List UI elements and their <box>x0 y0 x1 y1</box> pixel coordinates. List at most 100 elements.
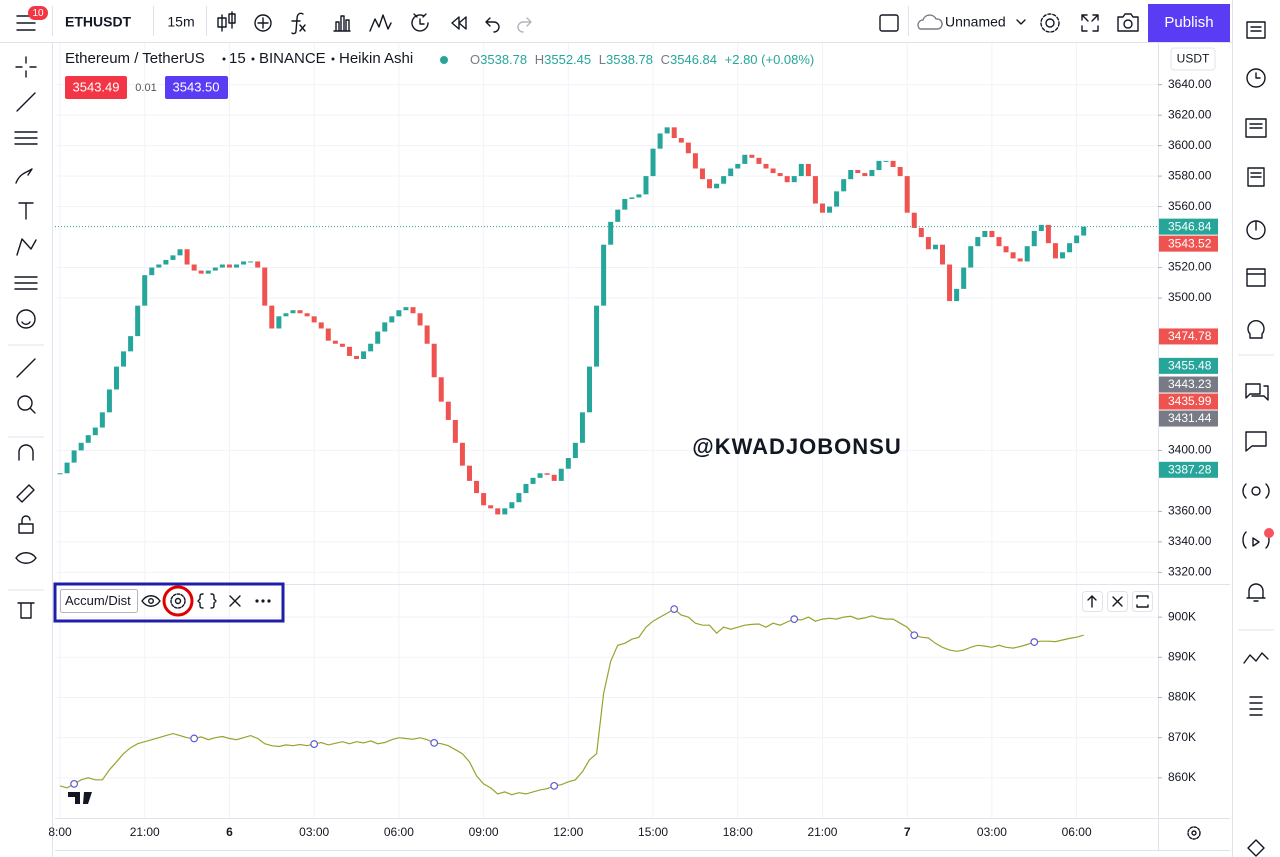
sidebar-icon[interactable] <box>1247 839 1265 857</box>
candle <box>269 305 275 329</box>
line-marker <box>1030 638 1039 646</box>
more-dot[interactable] <box>255 599 259 603</box>
settings-icon[interactable] <box>170 593 186 609</box>
candle <box>459 442 465 466</box>
axis-settings[interactable] <box>1187 826 1201 840</box>
bid-box[interactable] <box>65 76 127 99</box>
tool-icon[interactable] <box>16 238 37 256</box>
interval[interactable]: 15m <box>167 14 194 30</box>
candle <box>1010 252 1016 259</box>
candle <box>784 176 790 183</box>
tool-icon[interactable] <box>16 92 36 112</box>
tool-icon[interactable] <box>16 309 36 329</box>
tool-icon[interactable] <box>15 552 37 564</box>
change: +2.80 (+0.08%) <box>725 52 815 67</box>
candle <box>452 419 458 443</box>
candle <box>883 160 889 162</box>
candle <box>862 173 868 177</box>
logo <box>68 792 92 804</box>
replay-icon[interactable] <box>451 16 467 30</box>
tool-icon[interactable] <box>18 202 34 220</box>
tool-icon[interactable] <box>14 276 38 290</box>
currency-box[interactable] <box>1170 47 1216 71</box>
icon-shape <box>1123 19 1133 29</box>
sidebar-icon[interactable] <box>1246 220 1266 240</box>
candle <box>1003 246 1009 253</box>
price-label: 3474.78 <box>1168 329 1212 343</box>
ask-box[interactable] <box>165 76 228 99</box>
menu-button[interactable]: 10 <box>16 6 48 31</box>
sidebar-icon[interactable] <box>1249 696 1263 716</box>
fullscreen-icon[interactable] <box>1081 14 1099 32</box>
candle <box>932 244 938 250</box>
tool-icon[interactable] <box>15 168 33 184</box>
candle <box>516 493 522 503</box>
ohlc: O3538.78 H3552.45 L3538.78 C3546.84 +2.8… <box>470 52 814 67</box>
tool-icon[interactable] <box>18 444 34 461</box>
alert-icon[interactable] <box>369 14 392 32</box>
sidebar-icon[interactable] <box>1246 68 1266 88</box>
tool-icon[interactable] <box>14 131 38 145</box>
line-marker <box>670 605 679 614</box>
tool-icon[interactable] <box>16 358 36 378</box>
axes: 8:00 21:00 6 03:00 06:00 09:00 12:00 15:00 18:00… <box>48 77 1218 839</box>
symbol[interactable]: ETHUSDT <box>65 14 132 30</box>
select-icon[interactable] <box>879 14 899 32</box>
visibility-icon[interactable] <box>141 595 161 607</box>
sidebar-icon[interactable] <box>1246 268 1266 287</box>
sidebar-icon[interactable] <box>1245 118 1267 138</box>
candle <box>890 160 896 167</box>
sidebar-icon[interactable] <box>1247 320 1265 339</box>
settings-icon[interactable] <box>1040 13 1060 33</box>
badge-count: 10 <box>32 8 44 19</box>
candle <box>396 310 402 317</box>
undo-icon[interactable] <box>485 17 500 33</box>
redo-icon[interactable] <box>517 17 532 33</box>
sidebar-icon[interactable] <box>1245 383 1269 401</box>
tool-icon[interactable] <box>18 515 34 534</box>
tool-icon[interactable] <box>15 56 37 78</box>
candle <box>1031 230 1037 247</box>
remove-icon[interactable] <box>229 595 241 607</box>
sidebar-icon[interactable] <box>1247 167 1265 187</box>
candle <box>445 401 451 420</box>
toolbar-icons <box>217 11 1139 35</box>
indicator-title-box[interactable] <box>60 589 138 613</box>
line-marker <box>190 734 199 743</box>
alert-clock-icon[interactable] <box>411 13 429 32</box>
icon-shape <box>1045 18 1055 28</box>
layout-name[interactable]: Unnamed <box>945 14 1006 30</box>
sidebar-icon[interactable] <box>1243 652 1269 664</box>
x-tick-label: 7 <box>904 825 911 839</box>
publish-button[interactable] <box>1148 4 1230 42</box>
sidebar-icon[interactable] <box>1242 483 1270 499</box>
source-code-icon[interactable] <box>197 593 217 609</box>
candle <box>1074 235 1080 244</box>
sidebar-icon[interactable] <box>1245 431 1267 452</box>
sidebar-icon[interactable] <box>1246 21 1266 39</box>
indicator-add-icon[interactable] <box>254 14 272 32</box>
more-dot[interactable] <box>261 599 265 603</box>
tool-icon[interactable] <box>17 395 36 414</box>
more-dot[interactable] <box>267 599 271 603</box>
maximize-pane[interactable] <box>1132 591 1153 612</box>
candle <box>685 142 691 154</box>
candle <box>1045 224 1051 244</box>
templates-icon[interactable] <box>333 15 351 32</box>
tool-icon[interactable] <box>17 602 35 619</box>
candle <box>671 127 677 139</box>
ohlc-value: 3538.78 <box>480 52 527 67</box>
tool-icon[interactable] <box>16 484 35 503</box>
fx-icon[interactable] <box>291 12 306 35</box>
price-label: 3435.99 <box>1168 394 1212 408</box>
price-label-box <box>1159 357 1218 374</box>
chart-type-icon[interactable] <box>217 11 236 32</box>
candle <box>241 261 247 265</box>
sidebar-icon[interactable] <box>1246 583 1266 602</box>
snapshot-icon[interactable] <box>1117 13 1139 32</box>
candle <box>1060 252 1066 259</box>
symbol-name: Ethereum / TetherUS <box>65 50 205 67</box>
candle <box>749 154 755 158</box>
candle <box>579 412 585 443</box>
layout-dropdown[interactable] <box>1016 19 1026 25</box>
